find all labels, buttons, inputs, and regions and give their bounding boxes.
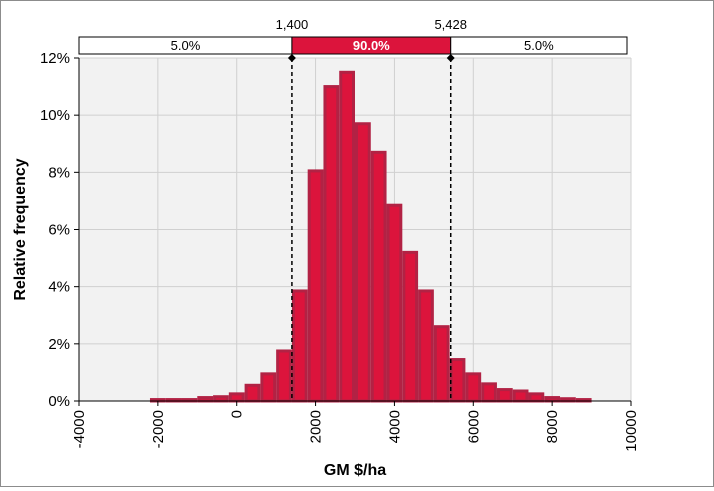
y-tick-label: 6% [48,222,70,239]
histogram-bar [213,395,229,403]
y-tick-label: 0% [48,393,70,410]
histogram-bar [323,85,340,403]
histogram-bar [481,382,497,403]
x-axis-title: GM $/ha [324,462,386,479]
histogram-bar [465,372,482,403]
histogram-bar [496,388,513,403]
y-tick-label: 2% [48,336,70,353]
upper-percentile-value: 5,428 [434,17,467,32]
y-tick-label: 8% [48,164,70,181]
tick-labels: 0% 2% 4% 6% 8% 10% 12% -4000 -2000 0 2000 4000 6000 8… [40,50,640,452]
x-tick-label: -4000 [71,410,88,448]
histogram-bar [544,396,561,403]
y-tick-label: 10% [40,107,70,124]
percentile-segment-label: 5.0% [171,38,201,53]
histogram-bar [197,396,214,403]
percentile-bar: 5.0% 90.0% 5.0% 1,400 5,428 [78,17,628,55]
histogram-bar [512,389,529,403]
x-tick-label: 4000 [386,410,403,443]
histogram-bar [307,169,324,403]
histogram-bar [528,392,545,403]
percentile-markers [287,54,455,401]
histogram-bar [386,203,403,403]
histogram-bar [433,325,450,403]
x-tick-label: 8000 [544,410,561,443]
histogram-bar [418,289,434,403]
histogram-bar [276,349,292,403]
histogram-bar [291,289,308,403]
histogram-bar [402,250,419,403]
histogram-bar [355,122,371,403]
histogram-bar [370,150,387,403]
histogram-bar [260,372,277,403]
y-axis-title: Relative frequency [12,158,29,300]
percentile-segment [450,36,628,55]
axes [74,57,632,406]
histogram-bar [339,70,356,403]
upper-percentile-marker [446,54,455,62]
percentile-segment-label: 5.0% [524,38,554,53]
x-tick-label: 2000 [308,410,325,443]
histogram-bar [449,358,466,403]
lower-percentile-marker [287,54,296,62]
x-tick-label: 6000 [465,410,482,443]
y-tick-label: 12% [40,50,70,67]
x-tick-label: -2000 [150,410,167,448]
y-tick-label: 4% [48,279,70,296]
histogram-bar [228,392,245,403]
histogram-bar [244,383,261,403]
lower-percentile-value: 1,400 [276,17,309,32]
x-tick-label: 0 [229,410,246,418]
x-tick-label: 10000 [623,410,640,452]
percentile-segment-label: 90.0% [353,38,390,53]
